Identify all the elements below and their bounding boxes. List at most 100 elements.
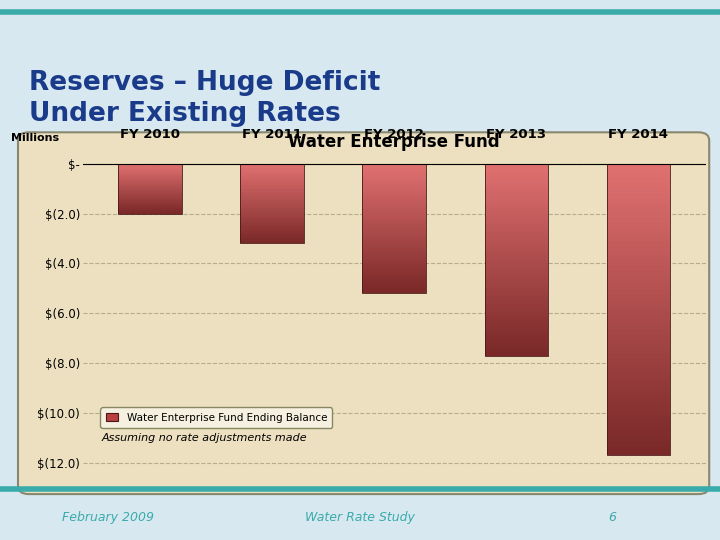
Bar [240,186,304,187]
Bar [607,202,670,207]
Bar [362,172,426,174]
Bar [485,323,548,327]
Bar [485,292,548,295]
Bar [607,441,670,446]
Bar [240,238,304,239]
Bar [240,234,304,235]
Bar [607,183,670,188]
Bar [607,382,670,387]
Bar [118,207,181,208]
Bar [607,261,670,266]
Bar [485,180,548,183]
Bar [240,178,304,180]
Bar [362,287,426,289]
Bar [118,183,181,184]
Bar [362,179,426,181]
Bar [362,185,426,187]
Bar [485,333,548,336]
Bar [118,193,181,194]
Bar [607,431,670,436]
Bar [607,319,670,324]
Bar [362,261,426,263]
Text: Reserves – Huge Deficit
Under Existing Rates: Reserves – Huge Deficit Under Existing R… [29,70,380,127]
Bar [362,285,426,287]
Bar [607,271,670,275]
Text: Millions: Millions [12,133,59,144]
Bar [485,173,548,177]
Bar [118,166,181,167]
Bar [118,199,181,200]
Bar [240,209,304,210]
Bar [362,267,426,269]
Bar [240,192,304,193]
Bar [485,272,548,275]
Bar [607,387,670,392]
Bar [607,397,670,402]
Bar [362,278,426,280]
Text: Assuming no rate adjustments made: Assuming no rate adjustments made [102,433,307,443]
Bar [240,187,304,189]
Bar [362,235,426,237]
Bar [485,343,548,346]
Bar [485,212,548,215]
Bar [362,233,426,235]
Bar [485,186,548,189]
Bar [118,198,181,199]
Bar [240,174,304,176]
Bar [485,340,548,343]
Bar [240,218,304,219]
Bar [118,165,181,166]
Bar [118,202,181,204]
Bar [607,285,670,290]
Bar [362,231,426,233]
Bar [362,274,426,276]
Bar [240,184,304,185]
Bar [607,377,670,382]
Bar [607,368,670,373]
Bar [362,250,426,252]
Bar [362,166,426,168]
Bar [485,349,548,353]
Bar [607,266,670,271]
Bar [362,192,426,194]
Bar [118,190,181,191]
Bar [118,180,181,181]
Bar [118,201,181,202]
Bar [485,250,548,253]
Bar [607,178,670,183]
Bar [607,426,670,431]
Bar [240,205,304,206]
Bar [362,263,426,265]
Bar [607,416,670,421]
Bar [607,232,670,237]
Bar [240,239,304,241]
Bar [607,193,670,198]
Bar [362,276,426,278]
Bar [607,334,670,339]
Bar [118,173,181,174]
Bar [240,172,304,173]
Bar [118,206,181,207]
Bar [362,168,426,170]
Bar [118,205,181,206]
Bar [362,244,426,246]
Bar [362,248,426,250]
Bar [240,190,304,192]
Bar [240,225,304,226]
Bar [362,265,426,267]
Bar [607,436,670,441]
Bar [607,373,670,377]
Bar [485,189,548,192]
Bar [485,221,548,225]
Bar [485,183,548,186]
Bar [362,252,426,254]
Bar [485,177,548,180]
Bar [362,194,426,196]
Bar [362,218,426,220]
Text: 6: 6 [608,511,616,524]
Bar [240,173,304,174]
Bar [607,290,670,295]
Bar [485,327,548,330]
Bar [240,217,304,218]
Bar [118,181,181,182]
